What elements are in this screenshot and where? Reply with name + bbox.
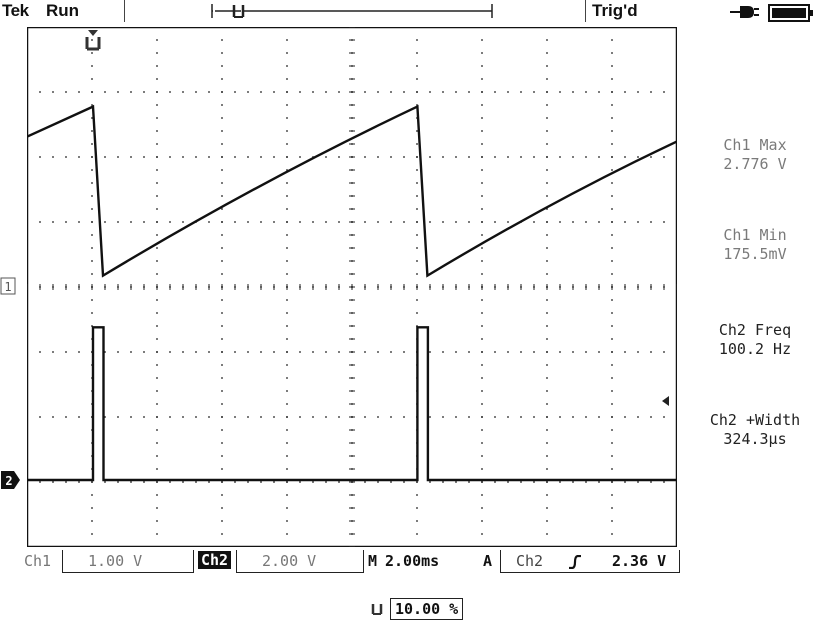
measurement-ch1-min: Ch1 Min 175.5mV	[682, 226, 828, 264]
measurement-value: 175.5mV	[723, 245, 787, 263]
timebase-value[interactable]: 2.00ms	[385, 552, 440, 570]
ch1-volts-per-div[interactable]: 1.00 V	[88, 552, 143, 570]
ch1-label[interactable]: Ch1	[24, 552, 52, 570]
measurement-value: 324.3µs	[723, 430, 787, 448]
measurement-ch2-width: Ch2 +Width 324.3µs	[682, 411, 828, 449]
ch2-volts-per-div[interactable]: 2.00 V	[262, 552, 317, 570]
ch1-settings-box	[62, 550, 194, 573]
svg-text:2: 2	[5, 474, 12, 488]
ch2-settings-box	[236, 550, 364, 573]
ch2-trace	[27, 326, 677, 482]
record-length-bracket	[211, 4, 493, 18]
measurement-label: Ch1 Max	[723, 136, 787, 154]
measurement-value: 100.2 Hz	[718, 340, 792, 358]
waveform-display[interactable]	[27, 27, 677, 547]
trigger-status: Trig'd	[592, 1, 638, 20]
ch2-ground-marker: 2	[1, 471, 20, 489]
trigger-point-marker	[85, 30, 101, 51]
trigger-source[interactable]: Ch2	[516, 552, 544, 570]
channel-markers: 1 2	[0, 277, 20, 489]
trigger-position-icon	[371, 604, 383, 615]
trigger-level[interactable]: 2.36 V	[612, 552, 667, 570]
measurement-ch2-freq: Ch2 Freq 100.2 Hz	[682, 321, 828, 359]
divider	[585, 0, 586, 22]
battery-icon	[768, 4, 813, 22]
divider	[124, 0, 125, 22]
measurement-value: 2.776 V	[723, 155, 787, 173]
status-bar: Tek Run Trig'd	[0, 0, 830, 26]
acquisition-state: Run	[46, 1, 80, 20]
svg-text:1: 1	[4, 280, 11, 294]
measurement-label: Ch2 Freq	[718, 321, 792, 339]
ch1-ground-marker: 1	[0, 277, 16, 295]
brand-logo: Tek	[2, 1, 29, 20]
acquire-mode: A	[483, 552, 493, 570]
horizontal-position-value[interactable]: 10.00 %	[390, 598, 464, 620]
measurement-ch1-max: Ch1 Max 2.776 V	[682, 136, 828, 174]
measurement-label: Ch2 +Width	[709, 411, 801, 429]
graticule-grid	[27, 27, 677, 547]
trigger-settings-box	[500, 550, 680, 573]
trigger-level-icon	[662, 396, 669, 406]
power-plug-icon	[730, 6, 759, 18]
rising-edge-icon[interactable]	[568, 555, 582, 569]
ch2-label[interactable]: Ch2	[198, 551, 232, 569]
main-timebase-label: M	[368, 552, 378, 570]
waveform-traces	[27, 30, 677, 482]
settings-bar: Ch1 1.00 V Ch2 2.00 V M 2.00ms A Ch2 2.3…	[0, 549, 830, 575]
trigger-position-icon	[232, 5, 245, 18]
measurement-label: Ch1 Min	[723, 226, 787, 244]
ch1-trace	[27, 104, 677, 278]
